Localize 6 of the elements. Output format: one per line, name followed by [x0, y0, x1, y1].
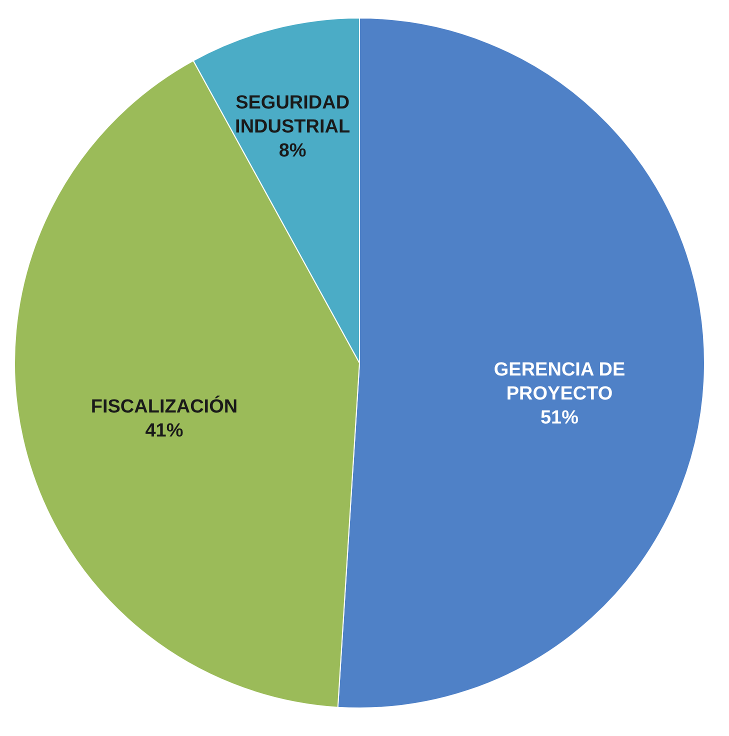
slice-label: GERENCIA DE PROYECTO: [494, 359, 626, 404]
slice-label: SEGURIDAD INDUSTRIAL: [235, 92, 350, 138]
data-label: 41%: [145, 420, 184, 442]
data-label: 8%: [278, 140, 306, 162]
slice-label: FISCALIZACIÓN: [90, 396, 238, 418]
data-label: 51%: [540, 407, 579, 428]
